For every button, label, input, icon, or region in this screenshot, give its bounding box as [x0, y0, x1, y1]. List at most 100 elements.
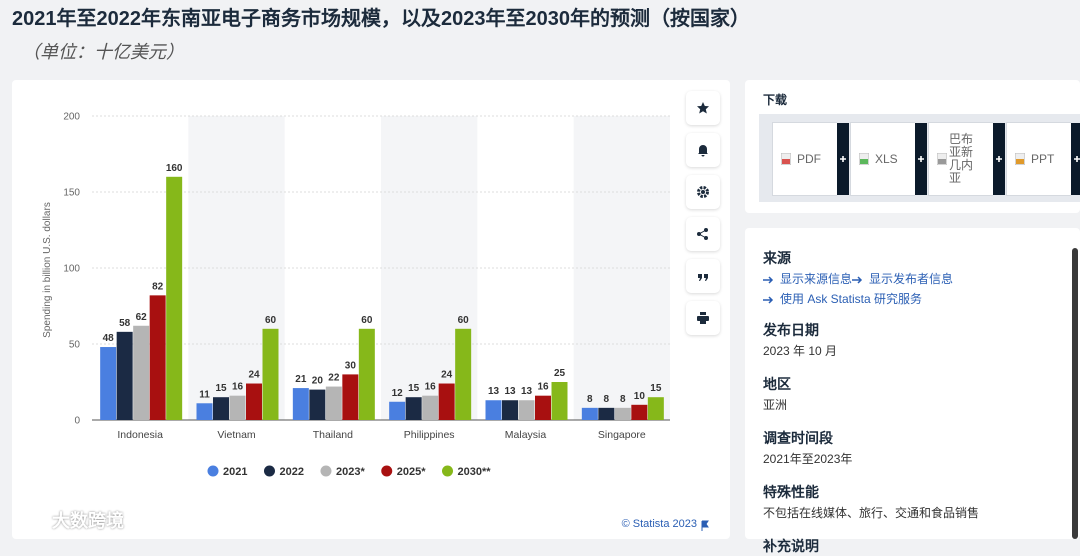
download-button[interactable]: PDF	[772, 122, 849, 196]
legend-label: 2023*	[336, 466, 365, 478]
bar	[166, 176, 183, 420]
data-label: 60	[458, 315, 470, 326]
y-tick-label: 50	[69, 340, 81, 351]
info-heading: 发布日期	[763, 322, 819, 338]
download-button[interactable]: PPT	[1006, 122, 1080, 196]
y-axis-label: Spending in billion U.S. dollars	[42, 202, 53, 338]
data-label: 24	[441, 370, 453, 381]
bar	[455, 328, 472, 420]
file-badge	[860, 159, 868, 164]
legend-label: 2022	[279, 466, 303, 478]
data-label: 12	[392, 388, 404, 399]
link-text[interactable]: 显示发布者信息	[869, 272, 954, 286]
bar	[196, 403, 213, 420]
link-text[interactable]: 使用 Ask Statista 研究服务	[780, 292, 923, 306]
arrow-icon	[763, 296, 774, 304]
data-label: 30	[345, 360, 357, 371]
data-label: 8	[587, 394, 593, 405]
data-label: 60	[265, 315, 277, 326]
download-plus-strip[interactable]	[1071, 123, 1080, 195]
y-tick-label: 150	[63, 188, 80, 199]
data-label: 58	[119, 318, 131, 329]
bar	[213, 397, 229, 420]
settings-button[interactable]	[686, 175, 720, 209]
source-link[interactable]: 使用 Ask Statista 研究服务	[763, 292, 922, 306]
file-icon	[781, 153, 791, 165]
file-icon	[937, 153, 947, 165]
file-icon	[859, 153, 869, 165]
download-panel: 下载 PDF XLS 巴布亚新几内亚 PPT	[745, 80, 1080, 213]
bar	[405, 397, 422, 420]
star-button[interactable]	[686, 91, 720, 125]
source-link[interactable]: 显示发布者信息	[852, 272, 953, 286]
bar	[614, 407, 631, 420]
data-label: 15	[650, 383, 662, 394]
bar	[551, 382, 568, 420]
plus-icon	[1074, 156, 1080, 162]
download-buttons: PDF XLS 巴布亚新几内亚 PPT	[759, 114, 1080, 202]
credit[interactable]: © Statista 2023	[622, 518, 697, 530]
bar	[535, 395, 551, 420]
bar	[438, 383, 455, 420]
x-tick-label: Philippines	[404, 429, 455, 441]
download-label[interactable]: PDF	[797, 152, 821, 166]
info-text: 2021年至2023年	[763, 452, 853, 466]
bar	[598, 407, 615, 420]
legend-label: 2030**	[458, 466, 492, 478]
bar	[100, 347, 117, 420]
download-plus-strip[interactable]	[915, 123, 927, 195]
download-plus-strip[interactable]	[993, 123, 1005, 195]
download-label[interactable]: PPT	[1031, 152, 1055, 166]
y-tick-label: 200	[63, 112, 80, 123]
info-panel: 来源 显示来源信息 显示发布者信息 使用 Ask Statista 研究服务 发布日期 2…	[745, 228, 1080, 554]
bar	[149, 295, 166, 420]
data-label: 13	[488, 386, 500, 397]
data-label: 24	[248, 370, 260, 381]
scrollbar[interactable]	[1072, 248, 1078, 539]
bell-button[interactable]	[686, 133, 720, 167]
plus-icon	[918, 156, 924, 162]
download-label[interactable]: XLS	[875, 152, 898, 166]
bar	[485, 400, 502, 420]
y-tick-label: 0	[74, 416, 80, 427]
source-link[interactable]: 显示来源信息	[763, 272, 852, 286]
bar	[631, 404, 648, 420]
plus-shape	[840, 156, 846, 162]
download-button[interactable]: XLS	[850, 122, 927, 196]
data-label: 16	[537, 382, 549, 393]
bar	[358, 328, 375, 420]
cite-button[interactable]	[686, 259, 720, 293]
data-label: 11	[199, 389, 210, 400]
bar	[342, 374, 359, 420]
quote-icon	[698, 274, 708, 281]
download-plus-strip[interactable]	[837, 123, 849, 195]
bar	[229, 395, 246, 420]
data-label: 15	[215, 383, 227, 394]
data-label: 20	[312, 376, 324, 387]
plus-shape	[996, 156, 1002, 162]
file-badge	[938, 159, 946, 164]
share-icon	[697, 228, 708, 240]
info-heading: 特殊性能	[763, 484, 819, 500]
bar	[246, 383, 262, 420]
print-button[interactable]	[686, 301, 720, 335]
info-text: 2023 年 10 月	[763, 344, 838, 358]
data-label: 160	[166, 163, 183, 174]
arrow-shape	[763, 296, 774, 304]
share-button[interactable]	[686, 217, 720, 251]
info-heading: 地区	[763, 376, 791, 392]
plus-shape	[918, 156, 924, 162]
download-label[interactable]: 巴布亚新几内亚	[949, 132, 974, 185]
data-label: 15	[408, 383, 420, 394]
print-icon	[697, 312, 709, 324]
bell-icon	[698, 145, 708, 157]
bar	[309, 389, 326, 420]
info-heading: 补充说明	[763, 538, 819, 554]
link-text[interactable]: 显示来源信息	[780, 272, 853, 286]
legend-label: 2021	[223, 466, 247, 478]
x-tick-label: Indonesia	[117, 429, 163, 441]
data-label: 25	[554, 368, 566, 379]
info-heading: 调查时间段	[763, 430, 833, 446]
download-button[interactable]: 巴布亚新几内亚	[928, 122, 1005, 196]
chart: Spending in billion U.S. dollars © Stati…	[42, 112, 709, 531]
